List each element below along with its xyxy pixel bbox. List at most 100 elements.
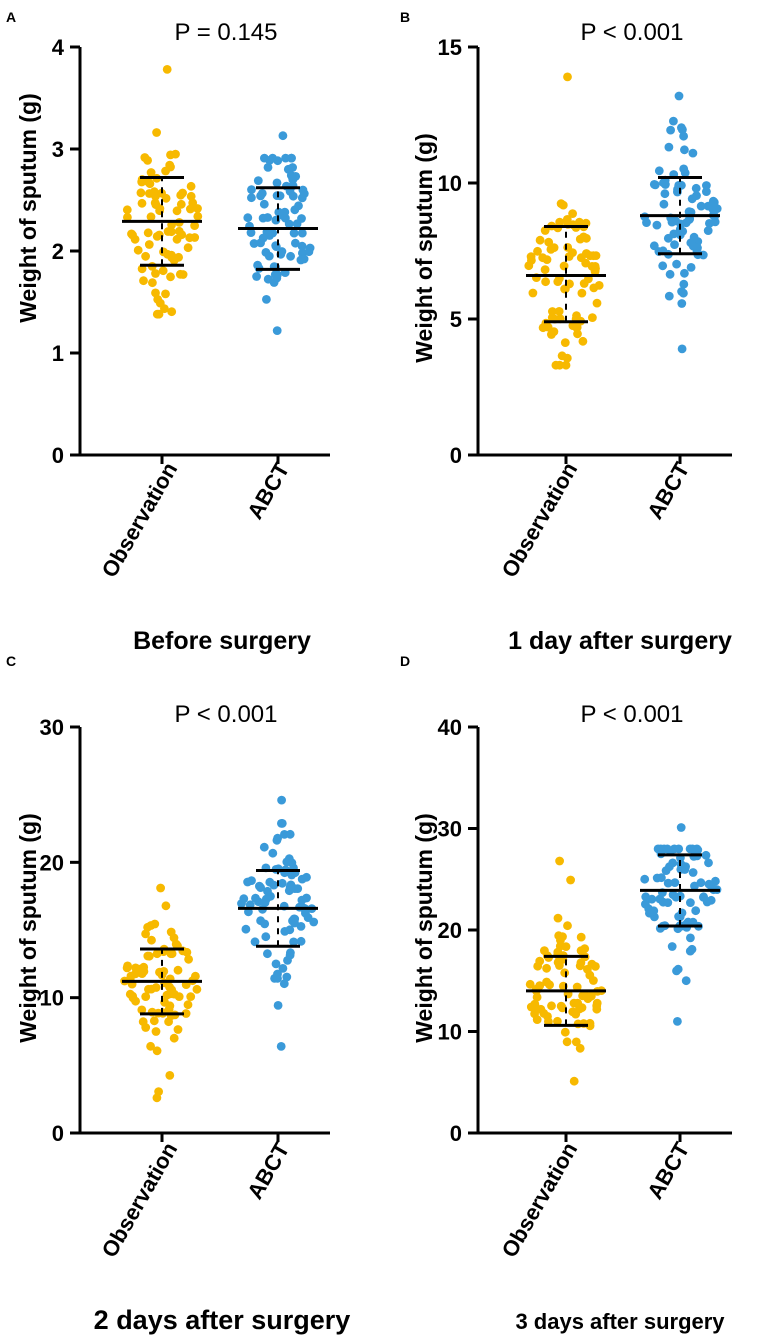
observation-point (562, 353, 572, 363)
abct-point (687, 194, 697, 204)
abct-point (685, 844, 695, 854)
observation-point (591, 264, 600, 273)
observation-point (148, 278, 157, 288)
observation-point (137, 1005, 147, 1015)
observation-point (161, 166, 171, 176)
abct-point (649, 180, 659, 189)
abct-point (678, 125, 687, 134)
abct-point (665, 269, 675, 279)
observation-point (553, 277, 563, 286)
observation-point (532, 1015, 542, 1024)
observation-point (579, 232, 588, 242)
observation-point (559, 261, 569, 271)
observation-point (588, 313, 597, 322)
abct-point (274, 207, 284, 217)
abct-point (658, 261, 668, 271)
observation-point (172, 206, 182, 216)
abct-point (271, 959, 281, 969)
observation-point (188, 198, 198, 208)
abct-point (706, 881, 716, 890)
observation-point (184, 954, 194, 964)
observation-point (183, 243, 193, 253)
observation-point (535, 235, 545, 245)
abct-point (664, 142, 674, 152)
abct-point (287, 153, 296, 163)
observation-point (164, 1017, 174, 1027)
abct-point (691, 906, 701, 916)
observation-point (167, 250, 176, 260)
y-tick-label: 1 (52, 341, 64, 366)
abct-point (253, 260, 262, 270)
observation-point (181, 1009, 191, 1018)
abct-point (273, 1001, 283, 1010)
observation-point (186, 191, 196, 201)
y-tick-label: 0 (450, 1121, 462, 1146)
abct-point (677, 299, 687, 308)
abct-point (686, 238, 696, 248)
observation-point (162, 65, 172, 74)
observation-point (576, 932, 586, 942)
observation-point (152, 309, 162, 319)
observation-point (553, 913, 563, 923)
observation-point (589, 976, 598, 985)
abct-point (293, 884, 303, 893)
observation-point (568, 209, 577, 219)
abct-point (249, 239, 259, 248)
observation-point (562, 1037, 572, 1047)
abct-point (664, 291, 674, 301)
y-tick-label: 30 (438, 817, 462, 842)
observation-point (542, 977, 551, 987)
observation-point (141, 992, 151, 1001)
abct-point (704, 858, 713, 868)
category-label-abct: ABCT (642, 458, 694, 524)
abct-point (296, 936, 306, 946)
panel-caption: 1 day after surgery (508, 627, 732, 655)
y-tick-label: 0 (450, 443, 462, 468)
abct-point (304, 247, 314, 257)
observation-point (161, 901, 171, 911)
observation-point (139, 962, 149, 972)
abct-point (251, 893, 260, 903)
abct-point (686, 933, 695, 943)
observation-point (158, 266, 168, 276)
abct-point (271, 242, 281, 252)
abct-point (709, 198, 719, 207)
p-value: P < 0.001 (175, 701, 278, 728)
panel-letter: D (400, 653, 410, 669)
observation-point (165, 1001, 175, 1011)
panel-letter: A (6, 9, 16, 25)
observation-point (165, 1071, 175, 1080)
y-tick-label: 10 (438, 171, 462, 196)
panel-a: A P = 0.145 Weight of sputum (g) Observa… (6, 9, 330, 655)
abct-point (662, 844, 672, 854)
abct-point (684, 207, 694, 217)
abct-point (260, 898, 270, 908)
abct-point (668, 890, 678, 900)
observation-point (193, 211, 203, 221)
abct-point (659, 199, 669, 209)
abct-point (280, 927, 290, 936)
y-tick-label: 0 (52, 443, 64, 468)
observation-point (141, 251, 151, 261)
observation-point (151, 1027, 161, 1036)
observation-point (576, 946, 586, 955)
observation-point (177, 230, 187, 240)
observation-point (575, 1043, 585, 1053)
observation-point (563, 921, 572, 931)
observation-point (122, 963, 132, 973)
observation-point (561, 942, 571, 951)
observation-point (540, 226, 550, 235)
abct-point (297, 895, 307, 905)
observation-point (538, 253, 548, 263)
y-tick-label: 15 (438, 35, 462, 60)
observation-point (161, 289, 170, 299)
observation-point (174, 252, 184, 262)
observation-point (152, 1093, 162, 1103)
observation-point (592, 298, 602, 308)
observation-point (144, 240, 154, 249)
observation-point (133, 245, 143, 255)
observation-point (528, 288, 538, 298)
abct-point (247, 876, 256, 885)
abct-point (696, 201, 706, 211)
